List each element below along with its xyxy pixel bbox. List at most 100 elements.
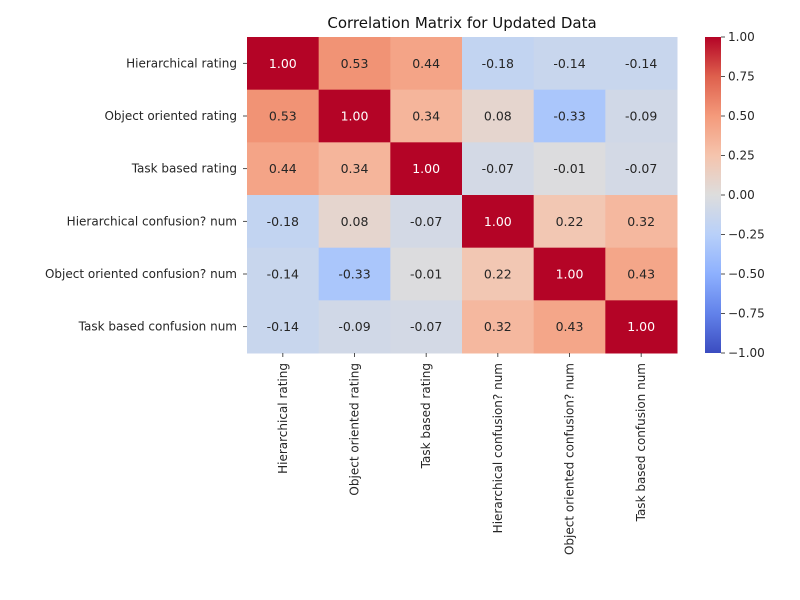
heatmap-cell [533, 142, 606, 196]
cell-value-label: -0.07 [410, 319, 442, 334]
heatmap-cell [247, 89, 320, 143]
chart-title: Correlation Matrix for Updated Data [327, 14, 596, 32]
heatmap-cell [605, 195, 678, 249]
colorbar-tick-label: 0.00 [728, 188, 755, 202]
heatmap-cell [462, 37, 535, 91]
heatmap-cell [247, 142, 320, 196]
colorbar: 1.00 0.75 0.50 0.25 0.00 −0.25 −0.50 −0.75 −1.00 [705, 30, 765, 360]
column-label-object-oriented-confusion-num: Object oriented confusion? num [563, 363, 577, 555]
heatmap-cell [462, 195, 535, 249]
colorbar-tick-label: −0.50 [728, 267, 765, 281]
cell-value-label: 0.22 [484, 267, 512, 282]
column-label-task-based-confusion-num: Task based confusion num [634, 363, 648, 522]
cell-value-label: -0.33 [553, 109, 585, 124]
cell-value-label: 0.53 [269, 109, 297, 124]
colorbar-ticks: 1.00 0.75 0.50 0.25 0.00 −0.25 −0.50 −0.75 −1.00 [721, 30, 765, 360]
cell-value-label: -0.14 [267, 267, 299, 282]
heatmap-cell [390, 37, 463, 91]
row-label-object-oriented-confusion-num: Object oriented confusion? num [45, 267, 237, 281]
heatmap-cells: 1.00 0.53 0.44 -0.18 -0.14 -0.14 0.53 1.00 0.34 0… [247, 37, 678, 354]
cell-value-label: 1.00 [269, 56, 297, 71]
cell-value-label: 1.00 [341, 109, 369, 124]
row-label-task-based-confusion-num: Task based confusion num [78, 320, 237, 334]
cell-value-label: -0.07 [482, 161, 514, 176]
cell-value-label: 1.00 [556, 267, 584, 282]
colorbar-tick-label: 0.50 [728, 109, 755, 123]
row-label-object-oriented-rating: Object oriented rating [104, 109, 237, 123]
heatmap-cell [390, 300, 463, 354]
heatmap-cell [605, 89, 678, 143]
cell-value-label: -0.07 [410, 214, 442, 229]
cell-value-label: 0.53 [341, 56, 369, 71]
heatmap-cell [247, 300, 320, 354]
cell-value-label: -0.01 [410, 267, 442, 282]
colorbar-tick-label: −1.00 [728, 346, 765, 360]
heatmap-cell [247, 37, 320, 91]
cell-value-label: -0.14 [267, 319, 299, 334]
row-label-task-based-rating: Task based rating [131, 162, 237, 176]
heatmap-cell [605, 37, 678, 91]
cell-value-label: 0.08 [341, 214, 369, 229]
heatmap-cell [605, 247, 678, 301]
cell-value-label: -0.33 [338, 267, 370, 282]
heatmap-cell [533, 37, 606, 91]
cell-value-label: 0.43 [556, 319, 584, 334]
heatmap-cell [533, 247, 606, 301]
heatmap-cell [318, 195, 391, 249]
colorbar-tick-label: 0.75 [728, 70, 755, 84]
colorbar-tick-label: 0.25 [728, 149, 755, 163]
heatmap-cell [462, 247, 535, 301]
heatmap-cell [390, 89, 463, 143]
cell-value-label: -0.14 [553, 56, 585, 71]
colorbar-tick-label: −0.75 [728, 307, 765, 321]
cell-value-label: 0.32 [627, 214, 655, 229]
heatmap-cell [533, 89, 606, 143]
colorbar-gradient [705, 37, 721, 353]
column-tick-labels: Hierarchical rating Object oriented ratin… [276, 353, 648, 555]
column-label-object-oriented-rating: Object oriented rating [348, 363, 362, 496]
cell-value-label: -0.09 [625, 109, 657, 124]
cell-value-label: -0.09 [338, 319, 370, 334]
cell-value-label: 0.44 [412, 56, 440, 71]
heatmap-cell [462, 89, 535, 143]
cell-value-label: 1.00 [484, 214, 512, 229]
row-tick-labels: Hierarchical rating Object oriented ratin… [45, 56, 247, 334]
heatmap-cell [390, 142, 463, 196]
cell-value-label: 0.34 [341, 161, 369, 176]
cell-value-label: 0.34 [412, 109, 440, 124]
cell-value-label: 0.08 [484, 109, 512, 124]
column-label-hierarchical-rating: Hierarchical rating [276, 363, 290, 474]
cell-value-label: 1.00 [627, 319, 655, 334]
cell-value-label: -0.01 [553, 161, 585, 176]
cell-value-label: 0.44 [269, 161, 297, 176]
heatmap-cell [605, 300, 678, 354]
row-label-hierarchical-rating: Hierarchical rating [126, 56, 237, 70]
heatmap-cell [533, 195, 606, 249]
column-label-task-based-rating: Task based rating [419, 363, 433, 469]
heatmap-cell [318, 89, 391, 143]
cell-value-label: -0.18 [482, 56, 514, 71]
heatmap-cell [318, 247, 391, 301]
cell-value-label: 0.22 [556, 214, 584, 229]
cell-value-label: 1.00 [412, 161, 440, 176]
heatmap-cell [390, 195, 463, 249]
heatmap-cell [318, 300, 391, 354]
heatmap-cell [605, 142, 678, 196]
cell-value-label: 0.43 [627, 267, 655, 282]
heatmap-cell [533, 300, 606, 354]
row-label-hierarchical-confusion-num: Hierarchical confusion? num [67, 214, 237, 228]
cell-value-label: -0.07 [625, 161, 657, 176]
heatmap-cell [247, 247, 320, 301]
cell-value-label: -0.14 [625, 56, 657, 71]
colorbar-tick-label: 1.00 [728, 30, 755, 44]
heatmap-cell [462, 142, 535, 196]
heatmap-cell [390, 247, 463, 301]
heatmap-cell [462, 300, 535, 354]
cell-value-label: 0.32 [484, 319, 512, 334]
heatmap-cell [318, 37, 391, 91]
colorbar-tick-label: −0.25 [728, 228, 765, 242]
column-label-hierarchical-confusion-num: Hierarchical confusion? num [491, 363, 505, 533]
heatmap-cell [318, 142, 391, 196]
